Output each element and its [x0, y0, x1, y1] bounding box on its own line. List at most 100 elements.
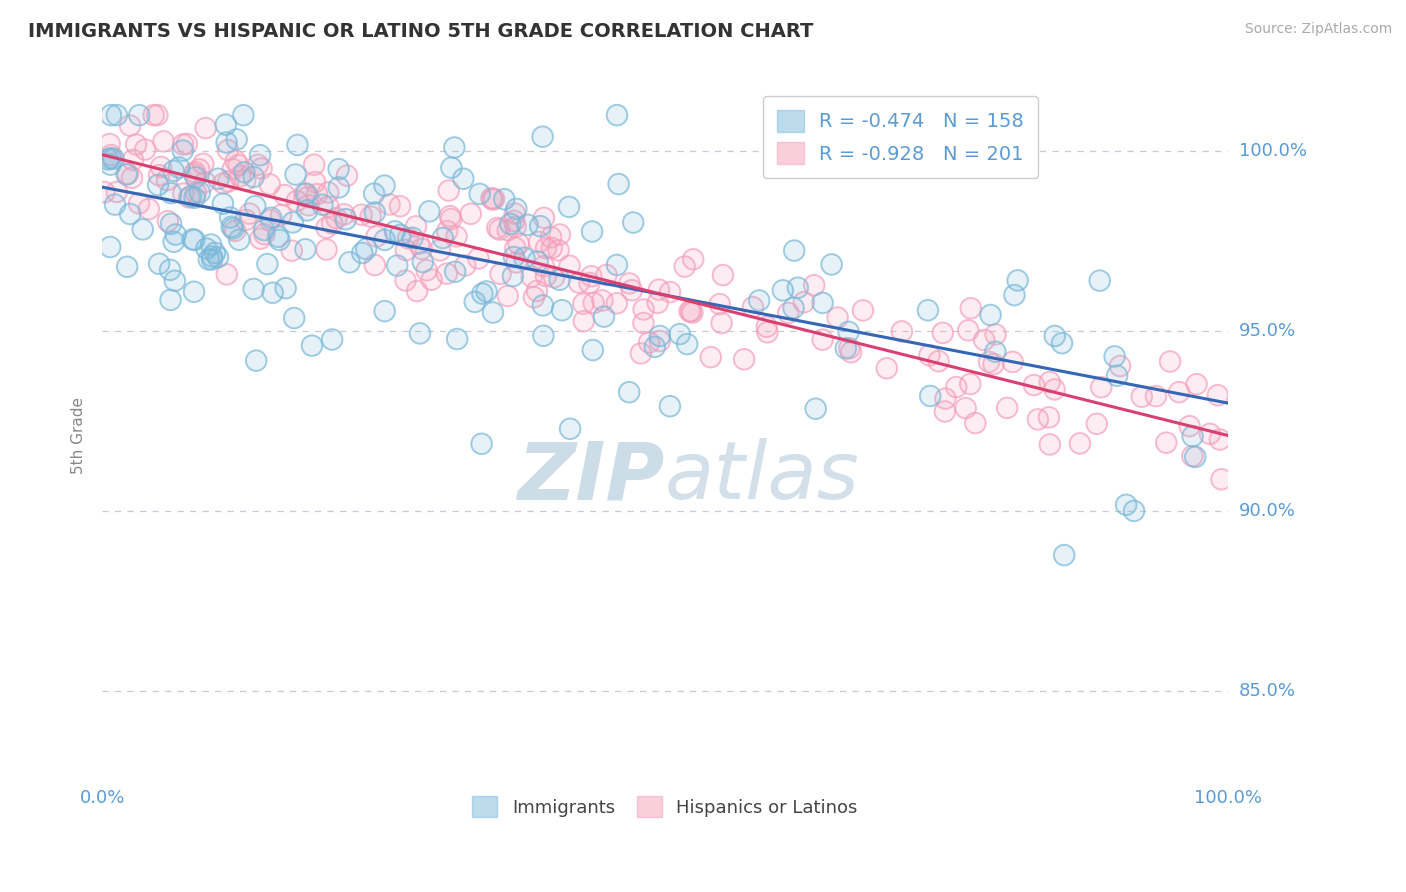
Point	[568, 276, 591, 290]
Point	[217, 143, 239, 157]
Point	[193, 157, 215, 171]
Point	[103, 152, 125, 166]
Point	[582, 296, 605, 310]
Point	[918, 348, 941, 362]
Point	[233, 165, 256, 179]
Point	[295, 186, 318, 201]
Point	[464, 294, 486, 309]
Point	[1105, 368, 1128, 383]
Point	[412, 255, 434, 269]
Point	[321, 216, 343, 230]
Point	[1123, 504, 1146, 518]
Point	[304, 175, 326, 189]
Point	[167, 161, 190, 175]
Point	[411, 242, 433, 256]
Point	[543, 270, 565, 285]
Point	[221, 219, 243, 234]
Point	[437, 184, 460, 198]
Point	[156, 173, 179, 187]
Point	[302, 158, 325, 172]
Point	[259, 178, 281, 192]
Point	[318, 200, 340, 214]
Point	[215, 118, 238, 132]
Point	[436, 267, 458, 281]
Point	[188, 162, 211, 177]
Point	[496, 223, 519, 237]
Point	[540, 241, 562, 255]
Point	[481, 191, 503, 205]
Point	[955, 401, 977, 416]
Point	[222, 221, 245, 235]
Point	[876, 361, 898, 376]
Point	[482, 192, 505, 206]
Point	[1206, 388, 1229, 402]
Point	[977, 355, 1000, 369]
Point	[1007, 273, 1029, 287]
Point	[163, 235, 186, 249]
Point	[249, 232, 271, 246]
Point	[97, 153, 120, 167]
Point	[1115, 498, 1137, 512]
Point	[440, 161, 463, 175]
Point	[163, 274, 186, 288]
Point	[965, 416, 987, 430]
Point	[228, 158, 250, 172]
Point	[503, 250, 526, 264]
Point	[194, 121, 217, 136]
Point	[105, 185, 128, 199]
Point	[811, 296, 834, 310]
Point	[983, 357, 1005, 371]
Point	[482, 192, 505, 206]
Point	[432, 231, 454, 245]
Point	[183, 191, 205, 205]
Point	[496, 289, 519, 303]
Point	[121, 170, 143, 185]
Point	[955, 401, 977, 416]
Point	[125, 137, 148, 152]
Point	[225, 154, 247, 169]
Point	[131, 222, 153, 236]
Point	[270, 208, 292, 222]
Point	[172, 144, 194, 158]
Point	[100, 148, 122, 162]
Point	[148, 257, 170, 271]
Point	[1090, 380, 1112, 394]
Point	[709, 297, 731, 311]
Point	[513, 251, 536, 265]
Point	[387, 259, 409, 273]
Point	[249, 148, 271, 162]
Point	[354, 242, 377, 256]
Point	[1184, 450, 1206, 464]
Point	[505, 241, 527, 255]
Point	[838, 341, 860, 355]
Point	[568, 276, 591, 290]
Point	[582, 343, 605, 357]
Point	[194, 175, 217, 189]
Point	[273, 188, 295, 202]
Point	[408, 236, 430, 251]
Point	[389, 227, 412, 242]
Point	[429, 244, 451, 258]
Point	[374, 304, 396, 318]
Point	[152, 134, 174, 148]
Point	[481, 193, 503, 207]
Point	[619, 277, 641, 291]
Point	[389, 199, 412, 213]
Point	[253, 227, 276, 241]
Point	[548, 227, 571, 242]
Point	[835, 342, 858, 356]
Point	[217, 143, 239, 157]
Point	[440, 161, 463, 175]
Point	[374, 304, 396, 318]
Point	[148, 168, 170, 182]
Point	[527, 235, 550, 249]
Point	[104, 197, 127, 211]
Point	[508, 236, 530, 251]
Point	[395, 243, 418, 257]
Point	[159, 293, 181, 307]
Point	[486, 221, 509, 235]
Y-axis label: 5th Grade: 5th Grade	[72, 397, 86, 474]
Point	[321, 333, 343, 347]
Point	[302, 158, 325, 172]
Point	[984, 344, 1007, 359]
